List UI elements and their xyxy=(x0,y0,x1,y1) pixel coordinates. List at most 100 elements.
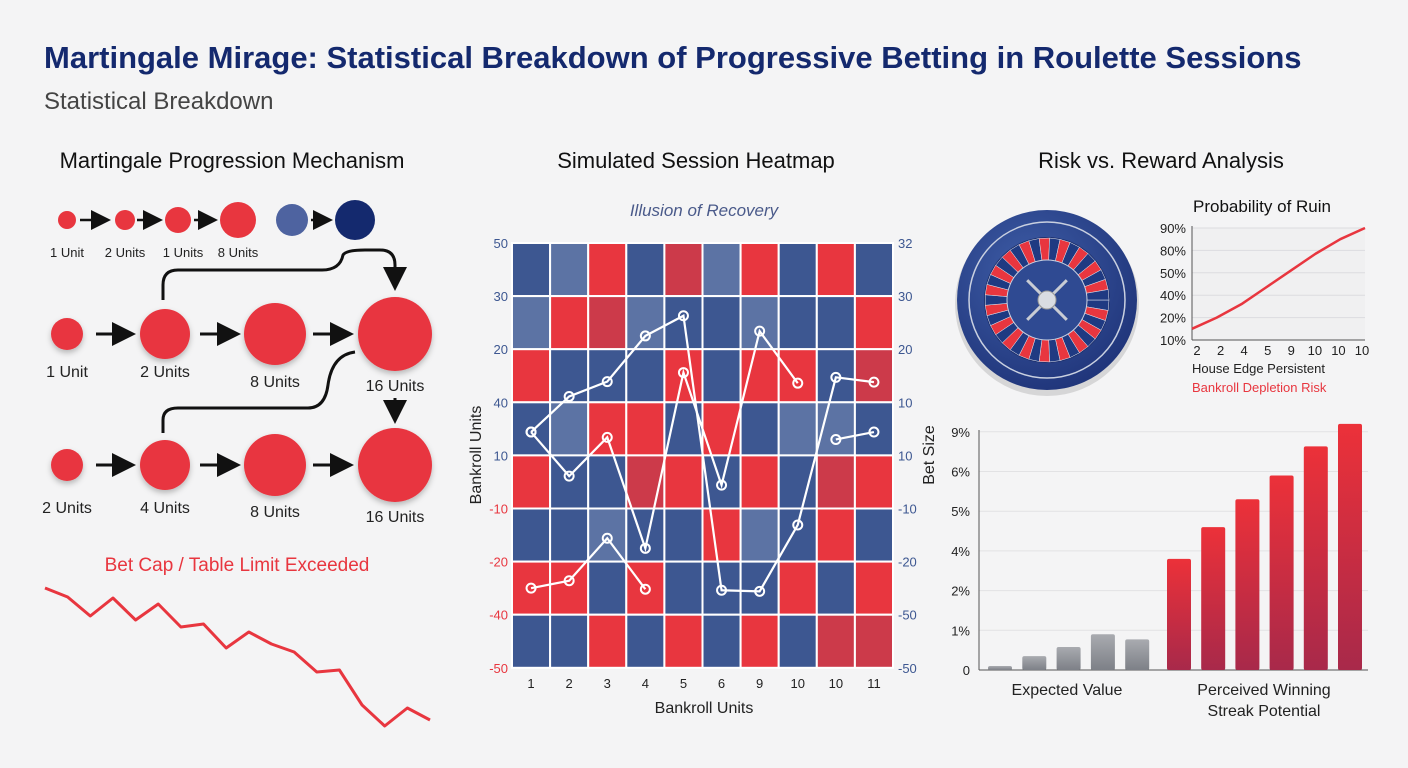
progression-label: 8 Units xyxy=(250,504,300,521)
progression-label: 1 Units xyxy=(163,245,204,260)
heatmap-cell xyxy=(815,560,856,616)
heatmap-cell xyxy=(549,507,590,563)
heatmap-cell xyxy=(853,560,895,616)
heatmap-cell xyxy=(853,348,895,404)
ruin-x-tick: 9 xyxy=(1288,343,1295,358)
progression-label: 1 Unit xyxy=(46,364,88,381)
heatmap-cell xyxy=(739,295,780,351)
bar xyxy=(1125,639,1150,670)
x-tick: 10 xyxy=(829,676,843,691)
heatmap-cell xyxy=(625,242,666,298)
progression-heading: Martingale Progression Mechanism xyxy=(60,148,405,173)
heatmap-cell xyxy=(587,560,628,616)
bar-y-tick: 6% xyxy=(951,465,970,480)
heatmap-panel: Simulated Session Heatmap Illusion of Re… xyxy=(468,148,938,717)
heatmap-cell xyxy=(739,242,780,298)
bar-group-label-ev: Expected Value xyxy=(1012,682,1123,699)
decline-series-line xyxy=(44,586,431,728)
heatmap-cell xyxy=(739,401,780,457)
progression-circle xyxy=(51,318,83,350)
progression-circle xyxy=(244,434,306,496)
heatmap-cell xyxy=(777,348,818,404)
overlay-point xyxy=(639,330,651,342)
progression-label: 1 Unit xyxy=(50,245,84,260)
x-tick: 6 xyxy=(718,676,725,691)
progression-label: 4 Units xyxy=(140,500,190,517)
y-tick-left: -40 xyxy=(489,608,508,623)
progression-circle xyxy=(244,303,306,365)
heatmap-cell xyxy=(777,560,818,616)
ruin-x-tick: 5 xyxy=(1264,343,1271,358)
progression-diagram: 1 Unit 2 Units 1 Units 8 Units 1 Unit 2 Units… xyxy=(42,200,432,526)
progression-label: 2 Units xyxy=(140,364,190,381)
heatmap-cell xyxy=(663,242,704,298)
heatmap-cell xyxy=(815,242,856,298)
heatmap-cell xyxy=(511,242,552,298)
heatmap-cell xyxy=(853,454,895,510)
heatmap-subtitle: Illusion of Recovery xyxy=(630,201,780,220)
roulette-wheel-icon xyxy=(955,210,1139,396)
y-tick-right: -50 xyxy=(898,661,917,676)
heatmap-cell xyxy=(701,613,742,669)
heatmap-cell xyxy=(853,613,895,669)
ruin-x-tick: 10 xyxy=(1308,343,1322,358)
heatmap-cell xyxy=(777,507,818,563)
heatmap-cell xyxy=(815,348,856,404)
heatmap-cell xyxy=(853,295,895,351)
y-tick-left: -10 xyxy=(489,502,508,517)
bar xyxy=(1090,634,1115,670)
ruin-x-tick: 10 xyxy=(1331,343,1345,358)
overlay-point xyxy=(639,542,651,554)
heatmap-heading: Simulated Session Heatmap xyxy=(557,148,835,173)
progression-circle xyxy=(51,449,83,481)
bar xyxy=(1022,656,1047,670)
heatmap-cell xyxy=(853,401,895,457)
ruin-x-tick: 2 xyxy=(1193,343,1200,358)
ruin-y-tick: 20% xyxy=(1160,311,1186,326)
heatmap-cell xyxy=(511,507,552,563)
ruin-y-tick: 40% xyxy=(1160,288,1186,303)
connector-arrow xyxy=(161,248,407,300)
bankroll-decline-line xyxy=(44,586,431,728)
heatmap-cell xyxy=(853,242,895,298)
y-tick-right: 20 xyxy=(898,342,912,357)
heatmap-cell xyxy=(815,454,856,510)
heatmap-cell xyxy=(587,401,628,457)
bar xyxy=(1167,558,1191,670)
heatmap-cell xyxy=(625,454,666,510)
ruin-y-tick: 50% xyxy=(1160,266,1186,281)
y-tick-left: 40 xyxy=(494,395,508,410)
bar-y-tick: 2% xyxy=(951,584,970,599)
heatmap-cell xyxy=(549,348,590,404)
ruin-plot-bg xyxy=(1192,228,1365,340)
progression-circle xyxy=(140,440,190,490)
ruin-x-tick: 2 xyxy=(1217,343,1224,358)
y-tick-right: -20 xyxy=(898,555,917,570)
heatmap-cell xyxy=(549,613,590,669)
overlay-point xyxy=(677,310,689,322)
overlay-point xyxy=(601,532,613,544)
x-tick: 9 xyxy=(756,676,763,691)
heatmap-y-title: Bankroll Units xyxy=(468,406,485,505)
heatmap-y-right-title: Bet Size xyxy=(921,425,938,485)
y-tick-right: -50 xyxy=(898,608,917,623)
overlay-line xyxy=(530,314,875,593)
ruin-chart: 10% 20% 40% 50% 80% 90% 2 2 4 5 9 10 10 10 xyxy=(1160,221,1369,358)
ruin-x-tick: 4 xyxy=(1241,343,1248,358)
connector-line xyxy=(161,350,356,433)
bar xyxy=(1269,475,1294,670)
ruin-x-tick: 10 xyxy=(1355,343,1369,358)
progression-circle xyxy=(276,204,308,236)
overlay-point xyxy=(792,519,804,531)
x-tick: 1 xyxy=(527,676,534,691)
progression-circle xyxy=(58,211,76,229)
heatmap-cell xyxy=(549,454,590,510)
bar xyxy=(988,666,1012,670)
heatmap-cell xyxy=(777,295,818,351)
page-title: Martingale Mirage: Statistical Breakdown… xyxy=(44,40,1302,75)
wheel-rim-ring xyxy=(968,221,1126,379)
progression-label: 16 Units xyxy=(366,509,425,526)
x-tick: 11 xyxy=(867,676,881,691)
overlay-point xyxy=(563,390,575,402)
